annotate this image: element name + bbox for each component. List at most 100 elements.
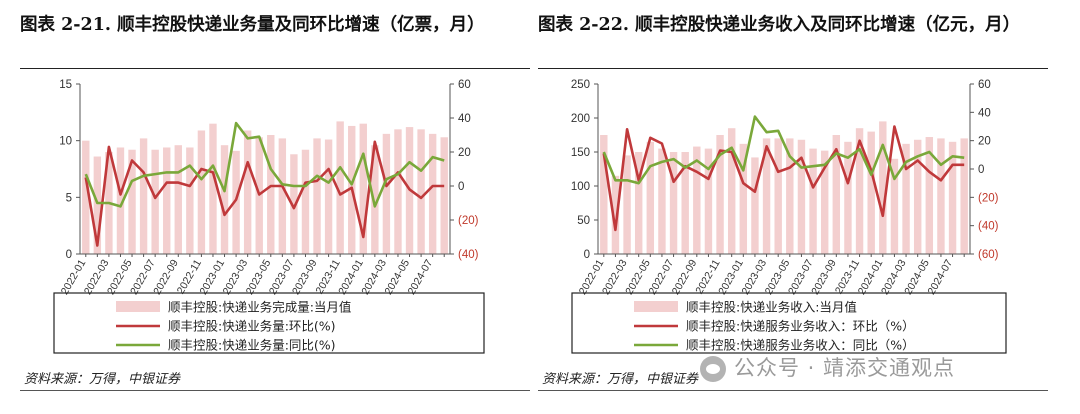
right-tick-label: (40) bbox=[978, 221, 999, 233]
bar bbox=[313, 138, 321, 254]
bar bbox=[359, 123, 367, 254]
series-line bbox=[84, 121, 445, 208]
bar bbox=[382, 133, 391, 254]
bar bbox=[623, 155, 631, 254]
bar bbox=[716, 135, 724, 254]
left-tick-label: 150 bbox=[571, 147, 590, 159]
right-tick-label: 0 bbox=[978, 164, 984, 176]
right-tick-label: 0 bbox=[458, 181, 464, 193]
bar bbox=[809, 148, 817, 254]
legend-label: 顺丰控股:快递服务业务收入：环比（%） bbox=[686, 319, 915, 334]
right-tick-label: 60 bbox=[978, 79, 991, 91]
title-divider bbox=[20, 68, 530, 69]
bar bbox=[669, 152, 678, 254]
left-tick-label: 50 bbox=[577, 215, 590, 227]
chart-svg: 051015(40)(20)02040602022-012022-032022-… bbox=[53, 79, 485, 354]
bar bbox=[174, 145, 182, 254]
bar bbox=[336, 121, 344, 255]
bar bbox=[937, 138, 945, 254]
source-note: 资料来源：万得，中银证券 bbox=[542, 372, 699, 387]
left-tick-label: 10 bbox=[59, 136, 72, 148]
legend-label: 顺丰控股:快递服务业务收入：同比（%） bbox=[686, 338, 915, 353]
bar bbox=[151, 149, 159, 254]
title-divider bbox=[538, 68, 1048, 69]
legend-swatch bbox=[116, 301, 160, 312]
bar bbox=[634, 152, 643, 254]
series-line bbox=[84, 140, 445, 247]
watermark-text: 公众号 · 靖添交通观点 bbox=[734, 356, 956, 380]
bottom-divider bbox=[20, 390, 530, 391]
bar bbox=[739, 143, 748, 254]
legend-label: 顺丰控股:快递业务完成量:当月值 bbox=[168, 300, 351, 315]
bar bbox=[867, 131, 875, 254]
legend-swatch bbox=[634, 301, 678, 312]
bar bbox=[417, 129, 425, 254]
bar bbox=[832, 135, 841, 254]
bar bbox=[658, 148, 666, 254]
bar bbox=[82, 140, 90, 254]
bar bbox=[116, 147, 125, 254]
bar bbox=[727, 128, 736, 254]
chart-panel-left: 图表 2-21. 顺丰控股快递业务量及同环比增速（亿票，月） 0 5 10 15 (40… bbox=[20, 0, 540, 414]
left-tick-label: 100 bbox=[571, 181, 590, 193]
bar bbox=[440, 137, 448, 254]
left-tick-label: 0 bbox=[584, 249, 590, 261]
source-note: 资料来源：万得，中银证券 bbox=[24, 372, 181, 387]
bar bbox=[93, 156, 102, 254]
bar bbox=[693, 146, 701, 254]
bar bbox=[600, 135, 608, 254]
chart-title: 图表 2-21. 顺丰控股快递业务量及同环比增速（亿票，月） bbox=[20, 15, 485, 35]
right-tick-label: 40 bbox=[978, 107, 991, 119]
series-line bbox=[602, 125, 965, 232]
wechat-icon bbox=[700, 356, 726, 382]
bar bbox=[786, 138, 794, 254]
bar bbox=[278, 138, 287, 254]
legend-label: 顺丰控股:快递业务收入:当月值 bbox=[686, 300, 857, 315]
bar bbox=[611, 175, 620, 254]
legend-box bbox=[53, 292, 485, 354]
bar bbox=[220, 145, 229, 254]
bar bbox=[243, 130, 252, 254]
bar bbox=[128, 149, 136, 254]
bottom-divider bbox=[538, 390, 1048, 391]
bar bbox=[197, 130, 206, 254]
left-tick-label: 250 bbox=[571, 79, 590, 91]
bar bbox=[820, 150, 829, 254]
bar bbox=[797, 139, 806, 254]
bar bbox=[902, 143, 910, 254]
right-tick-label: (60) bbox=[978, 249, 999, 261]
series-line bbox=[602, 115, 965, 185]
bar bbox=[371, 145, 379, 254]
bar bbox=[762, 138, 771, 254]
bar bbox=[704, 148, 713, 254]
bar bbox=[267, 135, 275, 254]
legend-box bbox=[571, 292, 1007, 354]
legend-label: 顺丰控股:快递业务量:环比(%) bbox=[168, 319, 336, 334]
bar bbox=[186, 147, 194, 254]
right-tick-label: 40 bbox=[458, 113, 471, 125]
bar bbox=[394, 129, 402, 254]
legend-label: 顺丰控股:快递业务量:同比(%) bbox=[168, 338, 336, 353]
bar bbox=[855, 128, 864, 254]
bar bbox=[232, 150, 240, 254]
bar bbox=[913, 139, 922, 254]
bar bbox=[844, 141, 852, 254]
bar bbox=[960, 138, 968, 254]
left-tick-label: 0 bbox=[66, 249, 72, 261]
left-tick-label: 200 bbox=[571, 113, 590, 125]
bar bbox=[324, 139, 333, 254]
right-tick-label: (40) bbox=[458, 249, 479, 261]
bar bbox=[163, 147, 171, 254]
bar bbox=[290, 154, 298, 254]
right-tick-label: 20 bbox=[978, 136, 991, 148]
left-tick-label: 5 bbox=[66, 192, 72, 204]
right-tick-label: (20) bbox=[978, 192, 999, 204]
bar bbox=[948, 141, 957, 254]
bar bbox=[925, 137, 934, 254]
bar bbox=[774, 138, 782, 254]
bar bbox=[209, 123, 217, 254]
watermark: 公众号 · 靖添交通观点 bbox=[700, 352, 955, 382]
bar bbox=[646, 141, 655, 254]
right-tick-label: (20) bbox=[458, 215, 479, 227]
right-tick-label: 60 bbox=[458, 79, 471, 91]
